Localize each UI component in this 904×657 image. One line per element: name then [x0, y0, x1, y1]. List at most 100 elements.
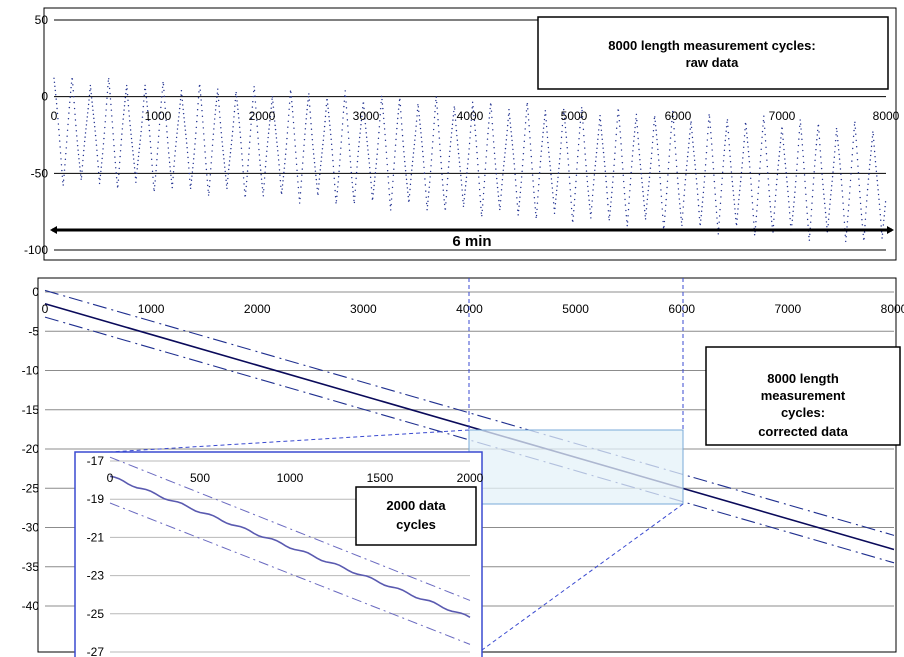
raw-data-point [700, 210, 703, 212]
raw-data-point [663, 220, 666, 223]
raw-data-point [215, 104, 217, 107]
raw-data-point [201, 115, 204, 117]
raw-data-point [743, 140, 745, 143]
raw-data-point [566, 152, 569, 155]
raw-data-point [246, 170, 249, 172]
raw-data-point [202, 127, 205, 129]
raw-data-point [256, 119, 258, 121]
raw-data-point [610, 201, 612, 203]
raw-data-point [678, 198, 681, 200]
raw-data-point [582, 128, 585, 131]
raw-data-point [866, 188, 869, 191]
raw-data-point [679, 207, 681, 210]
raw-data-point [314, 166, 316, 168]
bot-y-tick-label: 0 [32, 285, 39, 299]
raw-data-point [325, 110, 327, 112]
raw-data-point [848, 198, 850, 200]
raw-data-point [565, 131, 567, 134]
raw-data-point [70, 82, 73, 84]
raw-data-point [848, 204, 850, 206]
raw-data-point [786, 185, 789, 188]
raw-data-point [879, 214, 882, 216]
raw-data-point [108, 82, 110, 85]
raw-data-point [83, 149, 85, 152]
raw-data-point [283, 167, 286, 169]
raw-data-point [591, 194, 594, 197]
raw-data-point [634, 122, 637, 124]
raw-data-point [81, 170, 83, 172]
raw-data-point [335, 202, 337, 204]
raw-data-point [91, 101, 93, 103]
raw-data-point [81, 165, 84, 167]
raw-data-point [669, 143, 671, 145]
raw-data-point [131, 141, 133, 144]
raw-data-point [868, 173, 870, 175]
raw-data-point [640, 168, 642, 170]
raw-data-point [715, 211, 718, 214]
raw-data-point [394, 144, 397, 146]
raw-data-point [852, 141, 854, 144]
raw-data-point [873, 150, 876, 153]
raw-data-point [524, 134, 526, 136]
raw-data-point [450, 136, 452, 138]
raw-data-point [517, 214, 519, 216]
raw-data-point [757, 192, 759, 195]
raw-data-point [588, 203, 591, 206]
raw-data-point [594, 169, 596, 171]
raw-data-point [137, 155, 140, 158]
raw-data-point [400, 111, 402, 113]
raw-data-point [866, 194, 868, 196]
raw-data-point [751, 195, 753, 198]
raw-data-point [463, 198, 466, 200]
raw-data-point [696, 183, 698, 185]
raw-data-point [64, 164, 66, 166]
raw-data-point [829, 203, 831, 205]
raw-data-point [276, 145, 279, 148]
raw-data-point [561, 124, 564, 127]
raw-data-point [58, 140, 61, 142]
raw-data-point [307, 96, 310, 98]
raw-data-point [250, 123, 252, 125]
raw-data-point [596, 143, 599, 145]
raw-data-point [79, 170, 81, 172]
raw-data-point [544, 110, 547, 112]
raw-data-point [798, 132, 800, 134]
raw-data-point [579, 121, 582, 124]
raw-data-point [267, 136, 269, 139]
ins-x-tick-label: 1000 [277, 471, 304, 485]
raw-data-point [822, 183, 824, 186]
raw-data-point [90, 92, 92, 95]
raw-data-point [70, 86, 72, 89]
raw-data-point [641, 186, 644, 188]
raw-data-point [249, 135, 251, 137]
raw-data-point [145, 97, 148, 99]
raw-data-point [432, 128, 435, 131]
raw-data-point [532, 180, 534, 182]
raw-data-point [161, 91, 163, 93]
raw-data-point [226, 182, 229, 185]
raw-data-point [521, 170, 523, 173]
raw-data-point [661, 214, 664, 217]
raw-data-point [686, 164, 688, 167]
raw-data-point [137, 159, 139, 162]
raw-data-point [729, 161, 732, 163]
raw-data-point [554, 207, 556, 210]
raw-data-point [776, 178, 778, 181]
raw-data-point [439, 149, 441, 152]
raw-data-point [117, 185, 119, 187]
raw-data-point [406, 187, 409, 189]
raw-data-point [447, 166, 450, 168]
raw-data-point [507, 119, 509, 122]
raw-data-point [806, 212, 808, 215]
raw-data-point [219, 116, 221, 119]
raw-data-point [672, 110, 674, 113]
raw-data-point [193, 153, 195, 155]
top-y-tick-label: 50 [35, 13, 49, 27]
raw-data-point [162, 82, 164, 84]
raw-data-point [793, 196, 796, 198]
raw-data-point [549, 165, 551, 167]
raw-data-point [126, 88, 128, 90]
inset-annotation-line2: cycles [396, 517, 436, 532]
raw-data-point [543, 123, 545, 125]
raw-data-point [416, 115, 418, 117]
